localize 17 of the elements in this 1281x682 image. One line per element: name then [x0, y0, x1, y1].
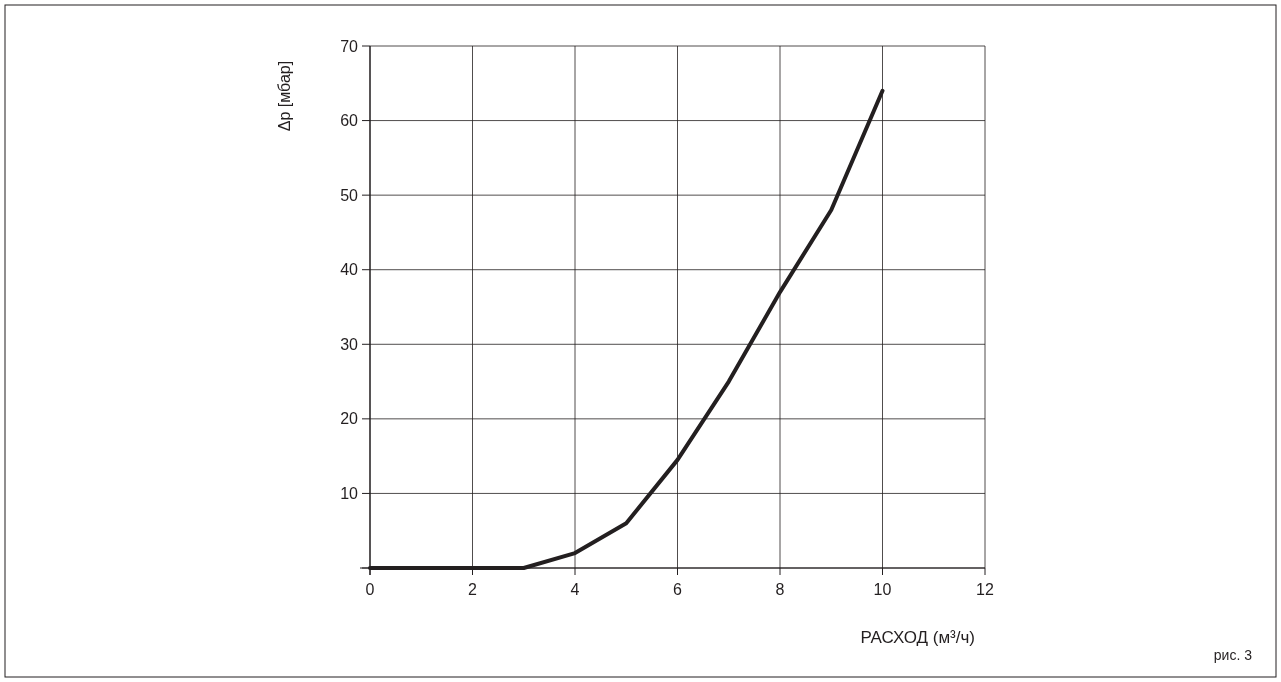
x-tick-label: 10: [873, 581, 892, 598]
x-tick-label: 4: [570, 581, 580, 598]
x-tick-label: 6: [673, 581, 683, 598]
y-tick-label: 40: [340, 261, 359, 279]
y-tick-label: 60: [340, 112, 359, 130]
y-tick-label: 70: [340, 37, 359, 55]
y-tick-label: 50: [340, 186, 359, 204]
x-tick-label: 8: [775, 581, 785, 598]
x-axis-title: РАСХОД (м³/ч): [860, 628, 975, 647]
y-tick-label: 20: [340, 410, 359, 428]
y-tick-label: 30: [340, 335, 359, 353]
x-tick-label: 0: [365, 581, 375, 598]
x-tick-label: 12: [976, 581, 994, 598]
x-tick-label: 2: [468, 581, 478, 598]
y-tick-label: 10: [340, 485, 359, 503]
text: рис. 3: [1213, 647, 1253, 663]
y-axis-title: Δp [мбар]: [276, 60, 293, 132]
